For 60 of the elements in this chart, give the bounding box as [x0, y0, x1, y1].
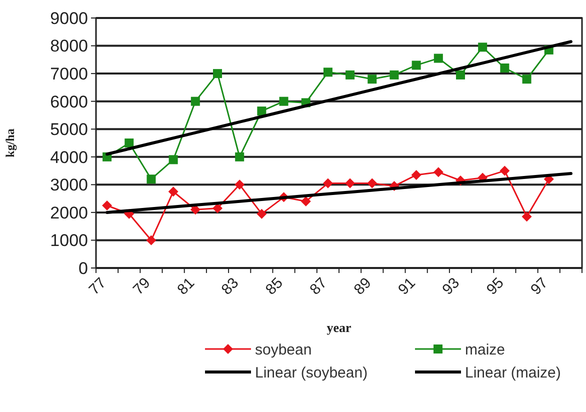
y-tick-label: 7000: [50, 64, 88, 84]
x-axis-title: year: [326, 320, 352, 335]
x-tick-label: 91: [395, 274, 419, 298]
y-tick-label: 3000: [50, 176, 88, 195]
y-tick-label: 4000: [50, 148, 88, 167]
point: [168, 186, 178, 197]
x-tick-label: 77: [86, 274, 110, 298]
point: [168, 155, 178, 164]
point: [522, 212, 532, 222]
point: [234, 180, 245, 190]
point: [367, 178, 378, 188]
point: [257, 106, 266, 116]
x-tick-label: 89: [350, 274, 375, 298]
point: [456, 70, 465, 80]
point: [522, 74, 532, 84]
point: [256, 208, 267, 219]
point: [190, 204, 200, 215]
point: [346, 70, 355, 80]
x-tick-label: 97: [528, 274, 552, 298]
x-tick-label: 83: [218, 274, 242, 298]
legend-label: soybean: [255, 341, 312, 358]
x-tick-label: 95: [483, 274, 508, 298]
y-tick-label: 5000: [50, 120, 88, 140]
y-tick-label: 6000: [50, 92, 88, 112]
point: [146, 235, 156, 246]
point: [433, 167, 444, 178]
point: [412, 60, 421, 70]
point: [323, 68, 332, 77]
point: [368, 74, 377, 84]
x-tick-label: 85: [262, 274, 286, 298]
point: [500, 166, 510, 176]
point: [213, 69, 222, 78]
legend-label: Linear (soybean): [255, 364, 368, 382]
point: [235, 152, 244, 162]
point: [345, 178, 356, 188]
legend-label: maize: [465, 341, 506, 358]
x-tick-label: 87: [306, 274, 330, 298]
point: [102, 200, 112, 210]
y-tick-label: 2000: [50, 203, 88, 222]
point: [500, 64, 510, 72]
y-tick-label: 9000: [50, 8, 88, 28]
y-tick-label: 0: [78, 258, 88, 278]
point: [124, 138, 134, 148]
point: [434, 54, 443, 63]
y-axis-title: kg/ha: [3, 128, 17, 158]
point: [300, 196, 311, 206]
point: [146, 174, 156, 184]
point: [279, 96, 288, 106]
x-tick-label: 81: [174, 274, 198, 298]
point: [212, 203, 222, 214]
y-tick-label: 1000: [50, 231, 88, 250]
point: [478, 42, 488, 52]
point: [322, 178, 333, 188]
y-tick-label: 8000: [50, 36, 88, 56]
legend-label: Linear (maize): [465, 364, 561, 382]
point: [190, 96, 200, 106]
x-tick-label: 79: [130, 274, 154, 298]
x-tick-label: 93: [439, 274, 464, 298]
point: [411, 170, 422, 180]
point: [390, 70, 399, 80]
